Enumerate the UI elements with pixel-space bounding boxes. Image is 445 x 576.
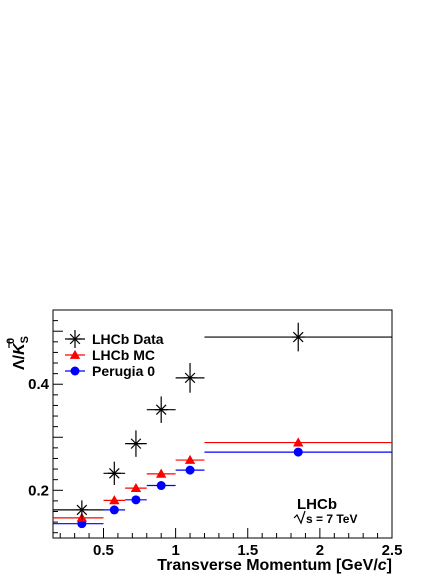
plot-frame	[52, 309, 393, 539]
x-tick-label: 2	[316, 542, 324, 559]
x-tick-label: 0.5	[93, 542, 114, 559]
circle-marker	[156, 481, 166, 491]
svg-text:Λ/KS0: Λ/KS0	[5, 336, 31, 370]
triangle-marker	[293, 437, 304, 447]
y-axis-slash: /	[11, 354, 28, 359]
asterisk-marker	[68, 333, 82, 345]
experiment-label: LHCb	[297, 496, 337, 513]
legend-entry: LHCb MC	[65, 347, 155, 363]
sqrt-sign	[293, 510, 306, 525]
y-axis-k: K	[11, 342, 28, 355]
y-axis-sup: 0	[5, 338, 17, 344]
series-marks	[53, 322, 392, 529]
x-axis-title-italic: c	[378, 557, 387, 574]
triangle-marker	[69, 349, 81, 359]
energy-label: s = 7 TeV	[306, 512, 357, 526]
y-axis-sub: S	[19, 336, 31, 343]
asterisk-marker	[154, 404, 168, 415]
y-tick-label: 0.4	[28, 376, 50, 393]
triangle-marker	[109, 495, 120, 505]
asterisk-marker	[107, 468, 121, 479]
legend-entry: Perugia 0	[65, 363, 155, 379]
x-axis-title-end: ]	[387, 557, 392, 574]
triangle-marker	[184, 454, 196, 464]
energy-annotation: s = 7 TeV	[293, 510, 357, 526]
asterisk-stroke	[130, 438, 142, 449]
circle-marker	[131, 495, 141, 505]
series-perugia-0	[53, 447, 392, 529]
asterisk-marker	[129, 438, 143, 449]
asterisk-stroke	[76, 504, 88, 516]
x-axis-title-main: Transverse Momentum [GeV/	[157, 557, 378, 574]
y-axis-lambda: Λ	[11, 359, 28, 370]
y-axis-title: Λ/KS0	[5, 336, 31, 370]
asterisk-stroke	[292, 331, 304, 343]
series-lhcb-data	[53, 322, 392, 520]
asterisk-marker	[291, 331, 305, 343]
asterisk-stroke	[69, 333, 81, 345]
asterisk-marker	[75, 504, 89, 516]
circle-marker	[109, 505, 119, 515]
x-tick-label: 1	[171, 542, 179, 559]
triangle-marker	[130, 482, 142, 493]
triangle-marker	[156, 468, 167, 478]
series-lhcb-mc	[53, 437, 392, 522]
legend-entry: LHCb Data	[65, 330, 164, 348]
x-tick-label: 2.5	[382, 542, 403, 559]
legend-label: Perugia 0	[92, 363, 155, 379]
x-tick-label: 1.5	[237, 542, 258, 559]
axis-ticks: 0.5 1 1.5 2 2.5 0.2 0.4	[28, 309, 403, 559]
y-tick-label: 0.2	[28, 482, 49, 499]
x-axis-title: Transverse Momentum [GeV/c]	[157, 557, 392, 574]
legend-label: LHCb MC	[92, 347, 155, 363]
circle-marker	[70, 366, 80, 376]
circle-marker	[293, 447, 303, 457]
asterisk-marker	[183, 372, 197, 384]
legend-label: LHCb Data	[92, 331, 164, 347]
circle-marker	[185, 465, 195, 475]
asterisk-stroke	[109, 468, 120, 479]
asterisk-stroke	[155, 404, 167, 415]
asterisk-stroke	[184, 372, 196, 384]
